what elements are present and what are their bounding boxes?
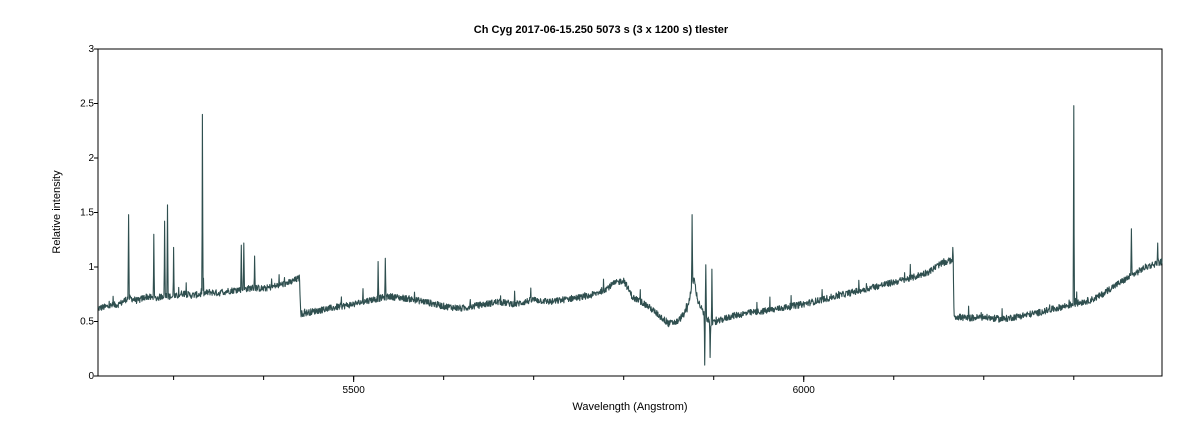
y-axis: 0 0.5 1 1.5 2 2.5 3 [80, 44, 98, 382]
y-tick-label: 0 [88, 371, 94, 382]
y-tick-label: 0.5 [80, 317, 94, 328]
y-tick-label: 2 [88, 153, 94, 164]
y-tick-label: 2.5 [80, 99, 94, 110]
y-tick-label: 1 [88, 262, 94, 273]
y-axis-label: Relative intensity [51, 170, 63, 254]
x-axis: 5500 6000 [173, 376, 1075, 396]
plot-area [97, 105, 1163, 366]
x-tick-label: 5500 [343, 385, 366, 396]
x-axis-label: Wavelength (Angstrom) [572, 401, 687, 413]
plot-frame [97, 48, 1163, 377]
chart-title: Ch Cyg 2017-06-15.250 5073 s (3 x 1200 s… [474, 24, 729, 36]
y-tick-label: 3 [88, 44, 94, 55]
x-tick-label: 6000 [793, 385, 816, 396]
spectrum-line [97, 105, 1163, 366]
y-tick-label: 1.5 [80, 208, 94, 219]
